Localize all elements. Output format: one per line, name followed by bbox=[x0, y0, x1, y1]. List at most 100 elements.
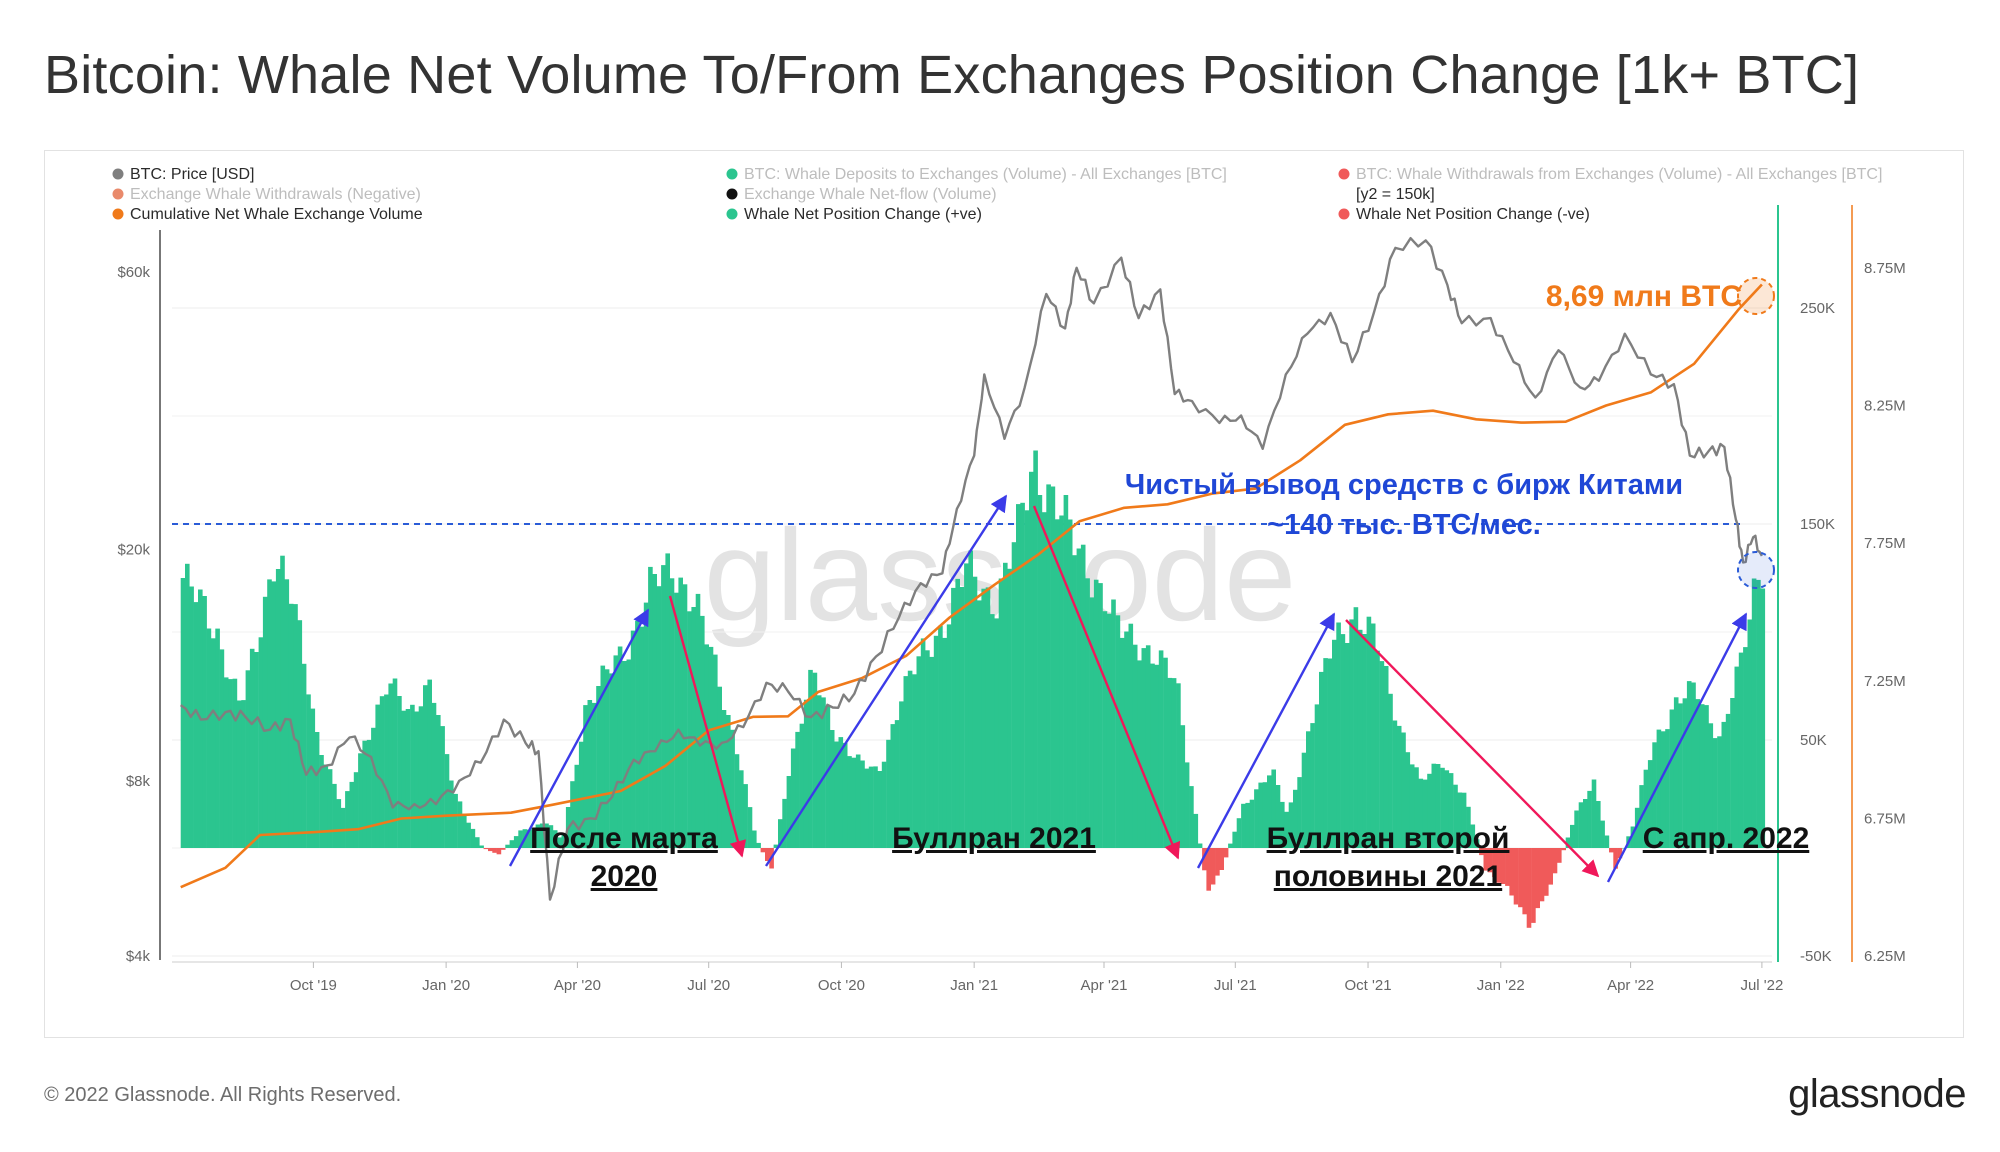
legend-swatch bbox=[726, 168, 738, 180]
position-change-bar bbox=[1548, 848, 1553, 885]
position-change-bar bbox=[219, 649, 225, 848]
price-line bbox=[179, 237, 1763, 901]
position-change-bar bbox=[392, 678, 398, 848]
position-change-bar bbox=[587, 700, 593, 848]
position-change-bar bbox=[998, 578, 1004, 848]
x-tick-label: Oct '21 bbox=[1345, 977, 1392, 994]
position-change-bar bbox=[721, 710, 727, 848]
legend-item[interactable]: BTC: Price [USD] bbox=[130, 166, 254, 183]
position-change-bar bbox=[743, 784, 748, 848]
position-change-bar bbox=[206, 628, 212, 848]
position-change-bar bbox=[868, 766, 874, 848]
position-change-bar bbox=[314, 732, 320, 848]
position-change-bar bbox=[674, 592, 679, 848]
position-change-bar bbox=[1730, 698, 1735, 848]
position-change-bar bbox=[695, 593, 701, 848]
position-change-bar bbox=[249, 648, 255, 848]
position-change-bar bbox=[284, 579, 290, 848]
position-change-bar bbox=[1219, 848, 1224, 870]
position-change-bar bbox=[912, 674, 917, 848]
position-change-bar bbox=[280, 555, 285, 848]
price-tick-label: $4k bbox=[126, 948, 151, 965]
position-change-bar bbox=[1379, 661, 1385, 848]
position-change-bar bbox=[1712, 738, 1718, 848]
legend-item[interactable]: Whale Net Position Change (+ve) bbox=[744, 206, 982, 223]
price-tick-label: $20k bbox=[117, 541, 150, 558]
position-change-bar bbox=[1652, 742, 1657, 848]
position-change-bar bbox=[1630, 826, 1636, 848]
legend-item[interactable]: Whale Net Position Change (-ve) bbox=[1356, 206, 1590, 223]
position-change-bar bbox=[1682, 698, 1688, 848]
position-change-bar bbox=[713, 654, 718, 848]
legend-item[interactable]: BTC: Whale Withdrawals from Exchanges (V… bbox=[1356, 166, 1882, 183]
position-change-bar bbox=[319, 755, 324, 848]
position-change-bar bbox=[1016, 504, 1021, 848]
position-change-bar bbox=[366, 739, 372, 848]
position-change-bar bbox=[241, 700, 246, 848]
legend-swatch bbox=[726, 188, 738, 200]
position-change-bar bbox=[353, 772, 359, 848]
legend-item[interactable]: BTC: Whale Deposits to Exchanges (Volume… bbox=[744, 166, 1227, 183]
x-tick-label: Apr '20 bbox=[554, 977, 601, 994]
position-change-bar bbox=[1738, 652, 1744, 848]
legend-item[interactable]: Exchange Whale Withdrawals (Negative) bbox=[130, 186, 421, 203]
position-change-bar bbox=[228, 679, 233, 848]
position-change-bar bbox=[812, 672, 818, 848]
position-change-bar bbox=[834, 741, 839, 848]
position-change-bar bbox=[877, 771, 883, 848]
position-change-bar bbox=[293, 604, 298, 848]
legend-swatch bbox=[726, 208, 738, 220]
position-change-bar bbox=[297, 620, 303, 848]
position-change-bar bbox=[1470, 824, 1476, 848]
position-change-bar bbox=[574, 764, 580, 848]
position-change-bar bbox=[1743, 647, 1748, 848]
position-change-bar bbox=[1003, 562, 1008, 848]
position-change-bar bbox=[1344, 643, 1350, 848]
position-change-bar bbox=[942, 637, 947, 848]
position-change-bar bbox=[717, 686, 722, 848]
position-change-bar bbox=[1587, 790, 1592, 848]
position-change-bar bbox=[1613, 848, 1618, 869]
position-change-bar bbox=[604, 669, 610, 848]
position-change-bar bbox=[600, 665, 606, 848]
legend-swatch bbox=[1338, 168, 1350, 180]
position-change-bar bbox=[734, 754, 740, 848]
position-change-bar bbox=[457, 801, 463, 848]
position-change-bar bbox=[704, 644, 709, 848]
position-change-bar bbox=[591, 702, 597, 848]
position-change-bar bbox=[1293, 789, 1298, 848]
position-change-bar bbox=[855, 754, 861, 848]
position-change-bar bbox=[968, 550, 973, 848]
legend-item[interactable]: Cumulative Net Whale Exchange Volume bbox=[130, 206, 423, 223]
position-change-bar bbox=[1596, 801, 1601, 848]
position-change-bar bbox=[418, 706, 424, 848]
position-change-bar bbox=[1474, 839, 1480, 848]
position-change-bar bbox=[652, 574, 657, 848]
position-tick-label: 250K bbox=[1800, 300, 1835, 317]
legend-swatch bbox=[112, 208, 124, 220]
position-change-bar bbox=[1717, 736, 1722, 848]
legend-item[interactable]: [y2 = 150k] bbox=[1356, 186, 1435, 203]
position-change-bar bbox=[825, 705, 831, 848]
position-change-bar bbox=[578, 741, 584, 848]
position-change-bar bbox=[500, 848, 506, 850]
position-change-bar bbox=[1513, 848, 1519, 905]
legend-item[interactable]: Exchange Whale Net-flow (Volume) bbox=[744, 186, 997, 203]
position-change-bar bbox=[1466, 806, 1471, 848]
position-change-bar bbox=[617, 646, 623, 848]
position-change-bar bbox=[894, 720, 900, 848]
position-change-bar bbox=[1067, 519, 1073, 848]
page-title: Bitcoin: Whale Net Volume To/From Exchan… bbox=[44, 45, 1860, 105]
position-change-bar bbox=[821, 697, 826, 848]
position-change-bar bbox=[596, 686, 601, 848]
position-change-bar bbox=[630, 630, 636, 848]
position-change-bar bbox=[1132, 644, 1138, 848]
position-change-bar bbox=[1691, 682, 1696, 848]
position-change-bar bbox=[211, 638, 216, 848]
position-change-bar bbox=[1093, 579, 1099, 848]
position-change-bar bbox=[1314, 704, 1320, 848]
position-change-bar bbox=[1673, 697, 1679, 848]
position-change-bar bbox=[752, 830, 757, 848]
position-change-bar bbox=[933, 635, 939, 848]
position-change-bar bbox=[1409, 764, 1415, 848]
